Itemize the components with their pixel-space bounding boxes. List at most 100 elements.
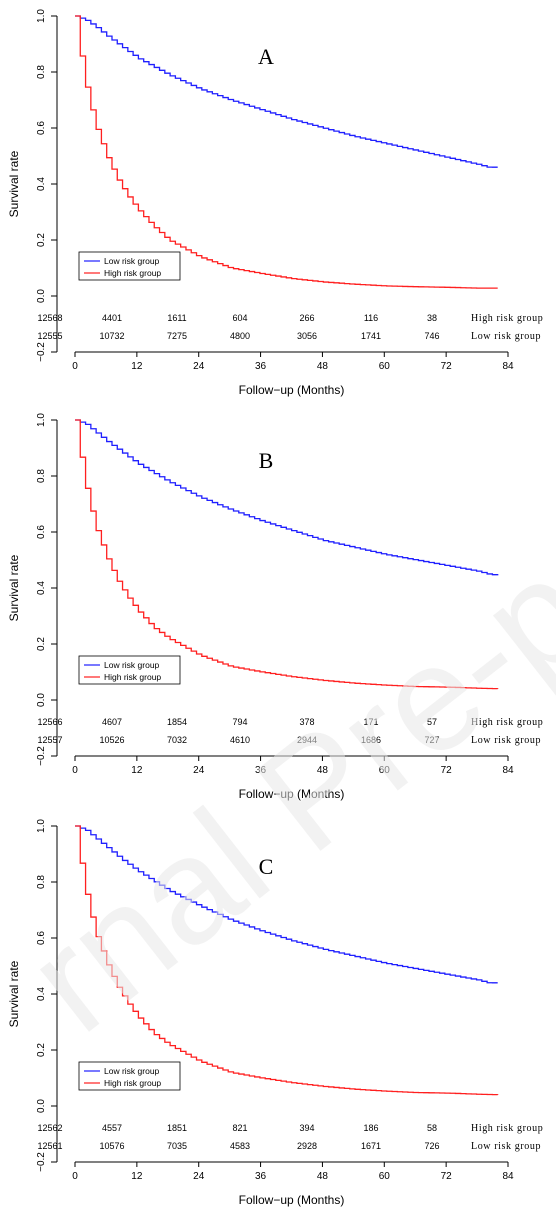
at-risk-row-label: Low risk group (471, 1141, 541, 1152)
survival-chart: −0.2 0.0 0.2 0.4 0.6 0.8 1.0 Survival rate 0 12 24… (7, 9, 543, 397)
y-tick-label: 1.0 (36, 413, 47, 427)
at-risk-row-label: Low risk group (471, 331, 541, 342)
at-risk-count: 12557 (37, 735, 62, 745)
panel-label: B (259, 448, 274, 473)
x-tick-label: 24 (193, 765, 205, 776)
at-risk-row-label: High risk group (471, 717, 543, 728)
y-tick-label: 0.4 (36, 987, 47, 1001)
survival-panel-b: −0.2 0.0 0.2 0.4 0.6 0.8 1.0 Survival rate 0 12 24… (0, 404, 556, 804)
x-tick-label: 48 (317, 765, 329, 776)
x-tick-label: 48 (317, 361, 329, 372)
at-risk-count: 12562 (37, 1123, 62, 1133)
at-risk-count: 186 (363, 1123, 378, 1133)
high-risk-survival-curve (75, 419, 499, 690)
legend: Low risk group High risk group (78, 251, 181, 281)
x-tick-label: 84 (502, 765, 514, 776)
x-tick-label: 12 (131, 361, 143, 372)
at-risk-count: 4583 (230, 1141, 250, 1151)
at-risk-count: 12561 (37, 1141, 62, 1151)
y-tick-label: 0.8 (36, 65, 47, 79)
x-tick-label: 24 (193, 361, 205, 372)
at-risk-count: 12566 (37, 717, 62, 727)
survival-chart: −0.2 0.0 0.2 0.4 0.6 0.8 1.0 Survival rate 0 12 24… (7, 413, 543, 801)
at-risk-count: 12555 (37, 331, 62, 341)
y-tick-label: 0.2 (36, 1043, 47, 1057)
at-risk-count: 727 (424, 735, 439, 745)
high-risk-survival-curve (75, 825, 499, 1096)
y-tick-label: 0.0 (36, 1099, 47, 1113)
at-risk-count: 4557 (102, 1123, 122, 1133)
survival-chart: −0.2 0.0 0.2 0.4 0.6 0.8 1.0 Survival rate 0 12 24… (7, 819, 543, 1207)
y-tick-label: 0.0 (36, 693, 47, 707)
at-risk-count: 3056 (297, 331, 317, 341)
x-tick-label: 24 (193, 1171, 205, 1182)
x-tick-label: 48 (317, 1171, 329, 1182)
at-risk-count: 821 (232, 1123, 247, 1133)
at-risk-count: 1611 (167, 313, 186, 323)
x-tick-label: 84 (502, 1171, 514, 1182)
x-tick-label: 0 (72, 765, 78, 776)
low-risk-survival-curve (75, 419, 499, 576)
x-tick-label: 36 (255, 1171, 267, 1182)
legend-entry: Low risk group (104, 1066, 160, 1076)
y-tick-label: −0.2 (36, 746, 47, 766)
at-risk-count: 2928 (297, 1141, 317, 1151)
y-tick-label: −0.2 (36, 342, 47, 362)
x-tick-label: 0 (72, 361, 78, 372)
legend: Low risk group High risk group (78, 1061, 181, 1091)
at-risk-count: 4610 (230, 735, 250, 745)
at-risk-count: 4800 (230, 331, 250, 341)
x-tick-label: 60 (379, 1171, 391, 1182)
at-risk-count: 171 (363, 717, 378, 727)
x-tick-label: 60 (379, 361, 391, 372)
at-risk-count: 10576 (99, 1141, 124, 1151)
legend-entry: High risk group (104, 1078, 161, 1088)
y-axis-label: Survival rate (7, 960, 21, 1027)
y-tick-label: 0.8 (36, 875, 47, 889)
x-axis-label: Follow−up (Months) (239, 1193, 345, 1207)
y-tick-label: 0.8 (36, 469, 47, 483)
at-risk-count: 4401 (102, 313, 122, 323)
y-axis-label: Survival rate (7, 554, 21, 621)
x-tick-label: 72 (441, 1171, 453, 1182)
survival-panel-c: −0.2 0.0 0.2 0.4 0.6 0.8 1.0 Survival rate 0 12 24… (0, 810, 556, 1210)
x-axis-label: Follow−up (Months) (239, 787, 345, 801)
at-risk-row-label: Low risk group (471, 735, 541, 746)
at-risk-count: 726 (424, 1141, 439, 1151)
at-risk-count: 10732 (99, 331, 124, 341)
legend-entry: Low risk group (104, 660, 160, 670)
x-tick-label: 36 (255, 765, 267, 776)
x-tick-label: 36 (255, 361, 267, 372)
legend-box (78, 1061, 181, 1091)
at-risk-count: 7275 (167, 331, 187, 341)
x-tick-label: 12 (131, 1171, 143, 1182)
x-tick-label: 0 (72, 1171, 78, 1182)
panel-label: C (259, 854, 274, 879)
high-risk-survival-curve (75, 15, 498, 289)
legend-box (78, 655, 181, 685)
x-tick-label: 72 (441, 765, 453, 776)
legend: Low risk group High risk group (78, 655, 181, 685)
at-risk-count: 2944 (297, 735, 317, 745)
at-risk-count: 1686 (361, 735, 381, 745)
at-risk-count: 266 (299, 313, 314, 323)
at-risk-count: 1741 (361, 331, 381, 341)
at-risk-count: 604 (232, 313, 247, 323)
x-tick-label: 60 (379, 765, 391, 776)
at-risk-count: 394 (299, 1123, 314, 1133)
legend-entry: High risk group (104, 672, 161, 682)
y-tick-label: 0.0 (36, 289, 47, 303)
legend-entry: High risk group (104, 268, 161, 278)
x-tick-label: 84 (502, 361, 514, 372)
y-tick-label: 0.2 (36, 637, 47, 651)
x-tick-label: 12 (131, 765, 143, 776)
survival-panel-a: −0.2 0.0 0.2 0.4 0.6 0.8 1.0 Survival rate 0 12 24… (0, 0, 556, 400)
legend-box (78, 251, 181, 281)
at-risk-count: 4607 (102, 717, 122, 727)
at-risk-count: 1671 (361, 1141, 381, 1151)
at-risk-count: 1851 (167, 1123, 187, 1133)
x-axis-label: Follow−up (Months) (239, 383, 345, 397)
at-risk-count: 1854 (167, 717, 187, 727)
y-tick-label: −0.2 (36, 1152, 47, 1172)
y-tick-label: 0.2 (36, 233, 47, 247)
